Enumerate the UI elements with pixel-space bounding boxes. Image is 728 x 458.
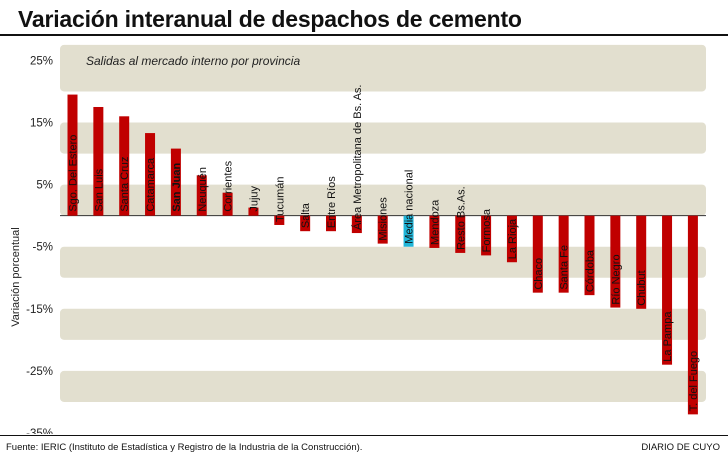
- bar: [506, 215, 517, 263]
- bar: [300, 215, 311, 232]
- bar: [119, 116, 130, 216]
- bar: [93, 106, 104, 216]
- category-label: Córdoba: [585, 249, 597, 292]
- y-tick-label: 15%: [30, 118, 53, 130]
- publisher-name: DIARIO DE CUYO: [641, 442, 720, 453]
- bar: [248, 207, 259, 216]
- category-label: Chaco: [533, 258, 545, 290]
- y-tick-label: 5%: [36, 180, 53, 192]
- category-label: Salta: [300, 202, 312, 228]
- footer-rule: [0, 435, 728, 436]
- bar: [481, 215, 492, 256]
- grid-band: [60, 122, 706, 154]
- y-tick-label: -25%: [26, 366, 53, 378]
- bar: [687, 215, 698, 415]
- category-label: Misiones: [378, 197, 390, 241]
- bar: [196, 175, 207, 216]
- category-label: Tucumán: [274, 177, 286, 222]
- category-label: Sgo. Del Estero: [68, 135, 80, 212]
- bar: [170, 148, 181, 216]
- category-label: Jujuy: [248, 185, 260, 211]
- category-label: San Juan: [171, 162, 183, 211]
- category-label: Santa Cruz: [119, 157, 131, 212]
- y-tick-label: -15%: [26, 304, 53, 316]
- grid-band: [60, 184, 706, 216]
- bar: [351, 215, 362, 234]
- bar: [403, 215, 414, 247]
- bar: [326, 215, 336, 232]
- category-label: T. del Fuego: [688, 351, 700, 412]
- category-label: Catamarca: [145, 157, 157, 212]
- bar: [222, 192, 233, 216]
- category-label: Chubut: [636, 270, 648, 305]
- bar: [584, 215, 595, 296]
- bar: [377, 215, 388, 244]
- bar: [558, 215, 569, 293]
- grid-band: [60, 308, 706, 340]
- category-label: Media nacional: [404, 170, 416, 244]
- grid-band: [60, 44, 706, 92]
- category-label: Mendoza: [429, 199, 441, 245]
- category-label: Río Negro: [610, 254, 622, 304]
- category-label: Área Metropolitana de Bs. As.: [351, 85, 364, 231]
- category-label: Corrientes: [223, 160, 235, 211]
- category-label: Neuquén: [197, 167, 209, 212]
- y-tick-label: -35%: [26, 428, 53, 434]
- bar: [532, 215, 543, 293]
- grid-band: [60, 246, 706, 278]
- category-label: San Luis: [93, 168, 105, 211]
- source-note: Fuente: IERIC (Instituto de Estadística …: [6, 442, 363, 453]
- bar: [429, 215, 440, 248]
- category-label: La Pampa: [662, 311, 674, 362]
- bar: [455, 215, 466, 253]
- category-label: Entre Ríos: [326, 176, 338, 228]
- y-axis-label: Variación porcentual: [10, 227, 22, 326]
- bar: [145, 133, 156, 216]
- bar: [636, 215, 647, 309]
- bar: [610, 215, 621, 308]
- category-label: Formosa: [481, 208, 493, 252]
- grid-band: [60, 370, 706, 402]
- bar: [67, 94, 78, 216]
- chart-subtitle: Salidas al mercado interno por provincia: [86, 54, 300, 68]
- y-tick-label: 25%: [30, 55, 53, 67]
- chart-title: Variación interanual de despachos de cem…: [18, 6, 522, 32]
- category-label: La Rioja: [507, 218, 519, 259]
- bar: [274, 215, 285, 225]
- cement-dispatch-chart: 25% 15% 5% -5% -15% -25% -35% Sgo. Del Estero S…: [10, 44, 706, 434]
- category-label: Resto Bs.As.: [455, 186, 467, 250]
- bar: [662, 215, 673, 365]
- category-label: Santa Fe: [559, 245, 571, 290]
- y-tick-label: -5%: [33, 242, 53, 254]
- title-rule: [0, 34, 728, 36]
